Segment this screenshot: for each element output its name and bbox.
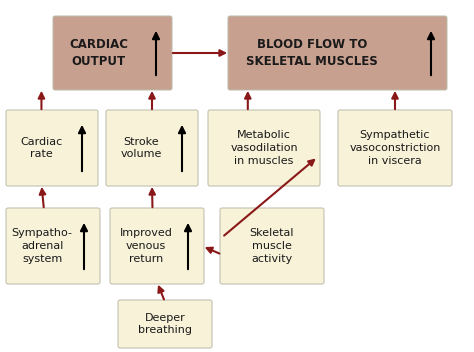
- FancyBboxPatch shape: [338, 110, 452, 186]
- FancyBboxPatch shape: [106, 110, 198, 186]
- FancyBboxPatch shape: [118, 300, 212, 348]
- Text: Deeper
breathing: Deeper breathing: [138, 313, 192, 335]
- FancyBboxPatch shape: [6, 110, 98, 186]
- Text: Improved
venous
return: Improved venous return: [120, 228, 173, 264]
- FancyBboxPatch shape: [220, 208, 324, 284]
- FancyBboxPatch shape: [228, 16, 447, 90]
- Text: Sympatho-
adrenal
system: Sympatho- adrenal system: [12, 228, 73, 264]
- Text: Skeletal
muscle
activity: Skeletal muscle activity: [250, 228, 294, 264]
- Text: Stroke
volume: Stroke volume: [121, 137, 162, 159]
- Text: Sympathetic
vasoconstriction
in viscera: Sympathetic vasoconstriction in viscera: [349, 130, 441, 166]
- FancyBboxPatch shape: [53, 16, 172, 90]
- FancyBboxPatch shape: [110, 208, 204, 284]
- Text: Cardiac
rate: Cardiac rate: [20, 137, 63, 159]
- Text: Metabolic
vasodilation
in muscles: Metabolic vasodilation in muscles: [230, 130, 298, 166]
- Text: CARDIAC
OUTPUT: CARDIAC OUTPUT: [69, 38, 128, 68]
- Text: BLOOD FLOW TO
SKELETAL MUSCLES: BLOOD FLOW TO SKELETAL MUSCLES: [246, 38, 378, 68]
- FancyBboxPatch shape: [6, 208, 100, 284]
- FancyBboxPatch shape: [208, 110, 320, 186]
